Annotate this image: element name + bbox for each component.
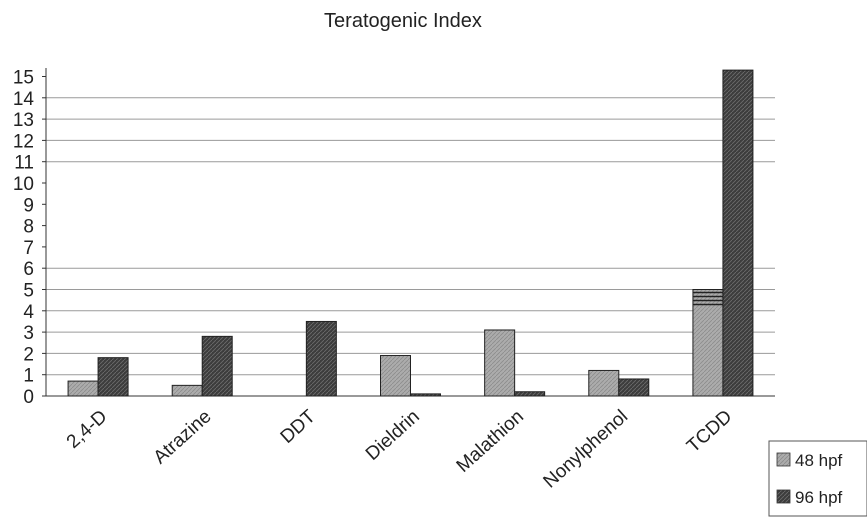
bar-48hpf xyxy=(484,329,516,397)
bar-48hpf xyxy=(380,355,411,397)
legend-label-96hpf: 96 hpf xyxy=(795,488,843,507)
bar-96hpf xyxy=(410,393,441,397)
legend-swatch-48hpf xyxy=(776,452,791,467)
y-tick-label: 7 xyxy=(23,238,34,259)
bar-48hpf xyxy=(692,289,724,397)
x-category-label: 2,4-D xyxy=(63,406,112,453)
legend: 48 hpf 96 hpf xyxy=(768,440,867,517)
y-tick-label: 9 xyxy=(23,195,34,216)
y-tick-label: 13 xyxy=(13,110,34,131)
y-tick-label: 10 xyxy=(13,174,34,195)
bars xyxy=(67,69,754,397)
x-category-label: Malathion xyxy=(453,406,528,477)
y-tick-label: 5 xyxy=(23,281,34,302)
y-tick-label: 14 xyxy=(13,89,35,110)
x-category-label: TCDD xyxy=(683,406,736,457)
x-category-label: Dieldrin xyxy=(362,406,424,465)
bar-48hpf xyxy=(67,380,99,397)
bar-96hpf xyxy=(305,320,337,397)
y-tick-label: 1 xyxy=(23,366,34,387)
bar-96hpf xyxy=(201,335,233,397)
y-tick-label: 4 xyxy=(23,302,34,323)
y-tick-label: 2 xyxy=(23,344,34,365)
chart-title: Teratogenic Index xyxy=(324,10,482,32)
y-tick-label: 0 xyxy=(23,387,34,408)
gridlines xyxy=(46,97,775,376)
y-tick-label: 8 xyxy=(23,217,34,238)
y-tick-label: 12 xyxy=(13,131,34,152)
y-tick-label: 3 xyxy=(23,323,34,344)
bar-48hpf xyxy=(171,384,203,397)
y-tick-label: 11 xyxy=(14,153,34,174)
x-category-label: DDT xyxy=(277,406,320,448)
y-tick-label: 15 xyxy=(13,68,34,89)
y-tick-label: 6 xyxy=(23,259,34,280)
x-axis-categories: 2,4-D Atrazine DDT Dieldrin Malathion Nonylph… xyxy=(63,406,736,493)
bar-96hpf xyxy=(618,378,650,397)
bar-96hpf xyxy=(97,357,129,397)
x-category-label: Nonylphenol xyxy=(540,406,633,492)
x-category-label: Atrazine xyxy=(150,406,216,468)
bar-96hpf xyxy=(514,391,546,397)
bar-48hpf xyxy=(588,369,620,397)
bar-96hpf xyxy=(722,69,754,397)
legend-label-48hpf: 48 hpf xyxy=(795,451,843,470)
legend-swatch-96hpf xyxy=(776,489,791,504)
